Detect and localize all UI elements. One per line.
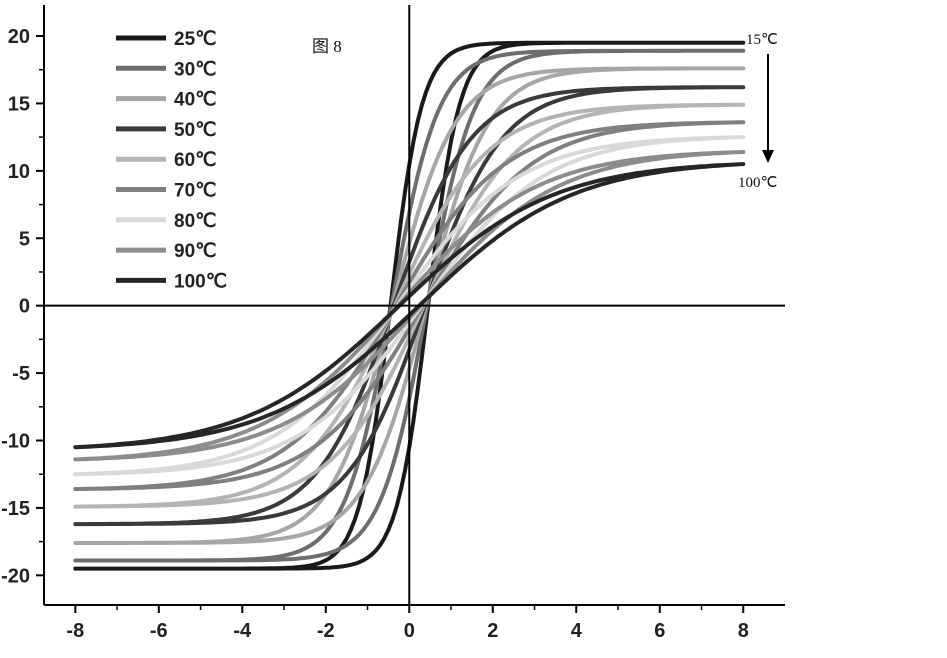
series-line-30℃ [73,48,746,563]
temperature-arrow-annotation: 15℃ 100℃ [738,32,778,191]
legend-label: 100℃ [174,271,227,292]
legend-label: 60℃ [174,150,216,171]
legend-label: 25℃ [174,29,216,50]
curves-layer [73,40,746,571]
legend-label: 70℃ [174,181,216,202]
arrow-head [762,150,774,163]
x-tick-label: -8 [66,620,84,642]
y-tick-label: -15 [1,498,30,520]
y-tick-label: -5 [12,363,30,385]
x-tick-label: -2 [317,620,335,642]
y-tick-label: 5 [19,228,30,250]
x-tick-label: 4 [571,620,583,642]
x-tick-label: 2 [487,620,498,642]
x-tick-label: 6 [654,620,665,642]
y-tick-label: -10 [1,431,30,453]
legend-label: 90℃ [174,241,216,262]
series-line-25℃ [73,40,746,571]
figure-label: 图 8 [312,37,342,56]
series-line-50℃ [73,85,746,527]
legend-label: 40℃ [174,90,216,111]
series-line-70℃ [73,120,746,491]
x-tick-label: -6 [150,620,168,642]
legend-label: 80℃ [174,211,216,232]
legend-label: 30℃ [174,59,216,80]
legend-label: 50℃ [174,120,216,141]
x-tick-label: 8 [738,620,749,642]
arrow-bottom-label: 100℃ [738,175,777,191]
arrow-top-label: 15℃ [746,32,778,48]
series-line-40℃ [73,66,746,545]
x-tick-label: -4 [233,620,252,642]
y-tick-label: 10 [8,161,30,183]
series-line-60℃ [73,102,746,509]
legend: 25℃ 30℃ 40℃ 50℃ 60℃ 70℃ 80℃ 90℃ 100℃ [116,29,227,292]
y-tick-label: -20 [1,565,30,587]
series-line-80℃ [73,135,746,477]
y-tick-label: 20 [8,26,30,48]
x-tick-label: 0 [404,620,415,642]
series-line-100℃ [73,162,746,450]
y-tick-label: 0 [19,296,30,318]
y-tick-label: 15 [8,93,30,115]
